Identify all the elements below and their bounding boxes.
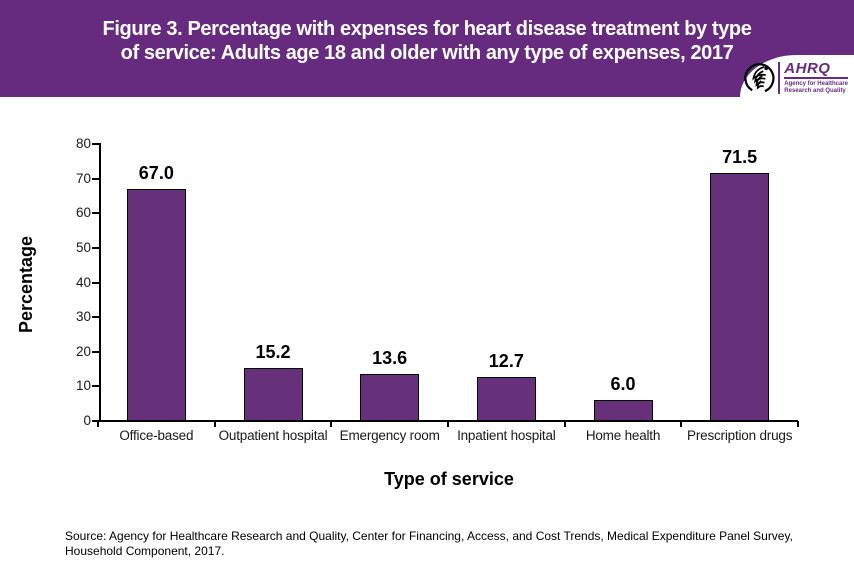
x-axis-tick (797, 421, 799, 427)
bar (243, 368, 303, 421)
bar-value-label: 13.6 (372, 347, 408, 368)
x-axis-tick (680, 421, 683, 427)
y-axis-title: Percentage (16, 235, 36, 333)
bar-value-label: 6.0 (610, 374, 636, 395)
bar-value-label: 12.7 (488, 351, 524, 372)
y-axis-tick-label: 60 (75, 205, 91, 221)
y-axis-tick-label: 40 (75, 274, 91, 290)
y-axis-tick (92, 350, 99, 353)
bar (593, 400, 653, 421)
x-axis-tick (563, 421, 566, 427)
category-label: Inpatient hospital (457, 428, 556, 443)
y-axis-tick (92, 246, 99, 249)
category-label: Outpatient hospital (218, 428, 328, 443)
category-label: Prescription drugs (687, 428, 793, 443)
hhs-eagle-icon (744, 63, 775, 93)
source-note: Source: Agency for Healthcare Research a… (65, 529, 805, 559)
header-banner: Figure 3. Percentage with expenses for h… (0, 0, 854, 97)
ahrq-name: AHRQ (784, 61, 848, 79)
bar (360, 373, 420, 421)
logo-divider (778, 62, 781, 94)
y-axis-line (99, 143, 101, 422)
y-axis-tick (92, 281, 99, 284)
bar (476, 377, 536, 421)
y-axis-tick (92, 143, 99, 145)
bar (126, 189, 186, 421)
y-axis-tick (92, 420, 99, 422)
y-axis-tick-label: 10 (75, 378, 91, 394)
source-note-line1: Source: Agency for Healthcare Research a… (65, 529, 793, 543)
y-axis-tick-label: 0 (83, 413, 91, 428)
y-axis-tick-label: 70 (75, 170, 91, 186)
y-axis-tick-label: 20 (75, 343, 91, 359)
y-axis-tick (92, 385, 99, 388)
figure-title-line2: of service: Adults age 18 and older with… (120, 42, 734, 64)
ahrq-logo: AHRQ Agency for Healthcare Research and … (742, 61, 848, 95)
figure-title: Figure 3. Percentage with expenses for h… (0, 17, 854, 65)
x-axis-tick (447, 421, 449, 427)
bar-value-label: 71.5 (722, 147, 758, 168)
ahrq-wordmark: AHRQ Agency for Healthcare Research and … (784, 61, 848, 95)
ahrq-tagline: Agency for Healthcare Research and Quali… (784, 81, 848, 94)
logo-corner: AHRQ Agency for Healthcare Research and … (740, 55, 854, 97)
bar-value-label: 15.2 (255, 342, 291, 363)
x-axis-tick (213, 421, 216, 427)
y-axis-tick (92, 316, 99, 319)
x-axis-tick (97, 421, 99, 427)
y-axis-tick-label: 30 (75, 309, 91, 325)
category-label: Emergency room (339, 428, 440, 443)
x-axis-title: Type of service (384, 469, 514, 489)
bar-value-label: 67.0 (138, 163, 174, 183)
bar (710, 173, 770, 421)
y-axis-tick (92, 177, 99, 180)
category-label: Office-based (119, 428, 194, 443)
y-axis-tick-label: 80 (75, 136, 91, 151)
y-axis-tick-label: 50 (75, 239, 91, 255)
x-axis-tick (330, 421, 333, 427)
y-axis-tick (92, 212, 99, 215)
source-note-line2: Household Component, 2017. (65, 544, 225, 558)
figure-title-line1: Figure 3. Percentage with expenses for h… (102, 18, 752, 40)
category-label: Home health (585, 428, 661, 443)
